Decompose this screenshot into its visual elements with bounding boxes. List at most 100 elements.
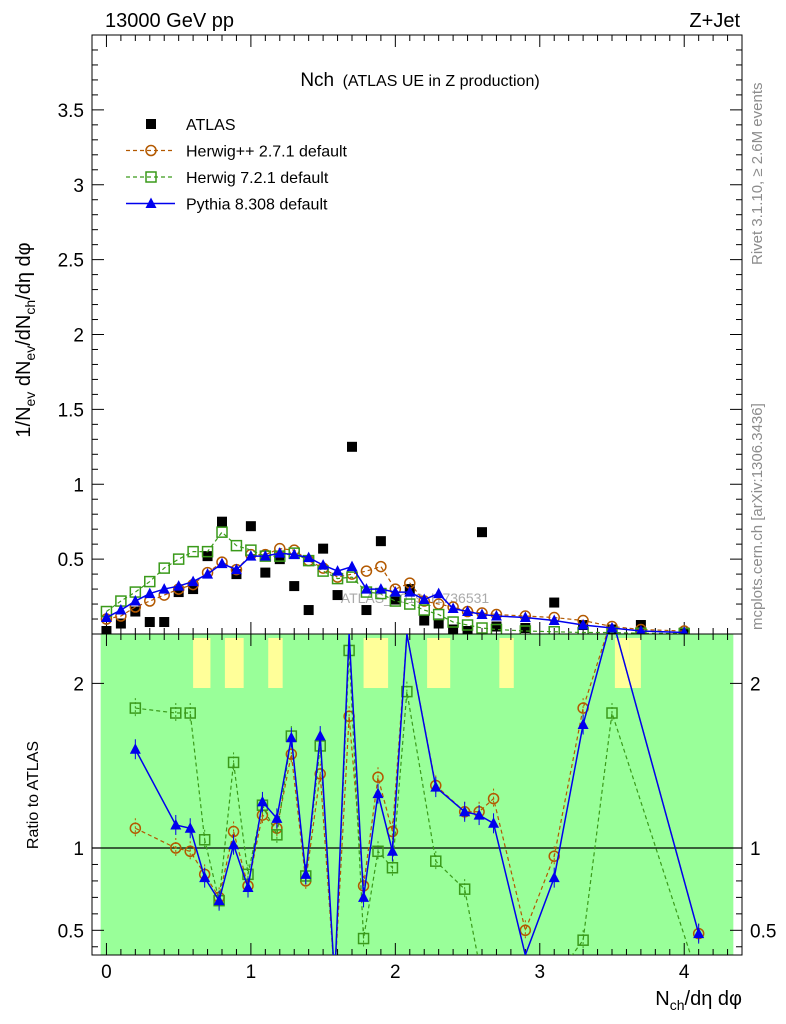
data-point <box>389 586 401 597</box>
data-point <box>418 604 430 616</box>
data-point <box>549 597 560 608</box>
data-point <box>433 618 444 629</box>
legend-entry: Pythia 8.308 default <box>186 197 328 214</box>
ratio-point <box>170 818 182 830</box>
data-point <box>346 560 358 572</box>
data-point <box>158 562 170 574</box>
ratio-point <box>271 812 283 823</box>
ratio-frame <box>91 633 743 956</box>
legend-entry: Herwig 7.2.1 default <box>186 170 329 187</box>
main-y-tick-label: 3.5 <box>58 101 84 122</box>
data-point <box>159 617 170 628</box>
ratio-point <box>271 829 283 841</box>
ratio-point <box>458 883 471 895</box>
data-point <box>201 545 214 558</box>
data-point <box>173 587 184 598</box>
legend-marker <box>145 144 157 157</box>
data-point <box>129 595 141 606</box>
data-point <box>606 622 618 633</box>
data-point <box>303 551 315 563</box>
ratio-point <box>129 743 141 754</box>
ratio-point <box>488 817 500 828</box>
data-point <box>375 560 387 573</box>
data-point <box>288 548 300 560</box>
ratio-point <box>170 707 182 719</box>
data-point <box>462 605 474 617</box>
ratio-point <box>473 809 485 820</box>
ratio-line <box>135 634 700 955</box>
data-point <box>274 554 285 565</box>
ratio-point <box>184 822 196 833</box>
data-point <box>158 583 170 594</box>
ratio-point <box>227 756 240 769</box>
ratio-point <box>129 822 142 834</box>
ratio-point <box>372 845 384 858</box>
data-point <box>332 590 343 601</box>
ratio-y-tick-label-right: 0.5 <box>750 921 776 942</box>
data-point <box>462 626 473 637</box>
ratio-point <box>184 845 196 858</box>
ratio-point <box>300 868 312 879</box>
ratio-point <box>256 795 268 807</box>
data-point <box>217 516 227 527</box>
ratio-point <box>357 932 370 945</box>
data-point <box>447 602 459 614</box>
data-point <box>187 545 199 558</box>
series-atlas <box>101 441 690 638</box>
data-point <box>419 615 430 626</box>
data-point <box>144 575 156 588</box>
data-point <box>100 611 112 623</box>
x-tick-label: 1 <box>246 962 257 983</box>
ratio-point <box>693 927 705 939</box>
ratio-point <box>519 924 532 937</box>
ratio-point <box>199 871 211 883</box>
ratio-point <box>401 685 413 698</box>
ratio-y-tick-label-right: 1 <box>750 839 761 860</box>
main-y-tick-label: 2 <box>73 326 84 347</box>
main-subtitle: (ATLAS UE in Z production) <box>343 73 540 90</box>
main-y-tick-label: 1.5 <box>58 400 84 421</box>
data-point <box>172 553 185 565</box>
main-y-tick-label: 0.5 <box>58 550 84 571</box>
data-point <box>548 614 560 626</box>
uncertainty-band-yellow <box>193 638 211 688</box>
data-point <box>476 622 488 634</box>
legend-marker <box>146 119 156 129</box>
data-point <box>173 580 185 591</box>
ratio-line <box>134 634 700 955</box>
main-y-tick-label: 1 <box>73 475 84 496</box>
legend-entry: ATLAS <box>186 117 236 134</box>
data-point <box>520 623 531 634</box>
data-point <box>274 547 286 558</box>
data-point <box>375 536 386 547</box>
data-point <box>519 611 531 623</box>
x-tick-label: 4 <box>679 962 690 983</box>
mcplots-label: mcplots.cern.ch [arXiv:1306.3436] <box>749 403 766 630</box>
data-point <box>418 593 430 605</box>
data-point <box>245 521 256 532</box>
data-point <box>375 583 387 594</box>
ratio-point <box>459 805 471 817</box>
ratio-point <box>487 792 500 805</box>
data-point <box>230 539 243 552</box>
ratio-point <box>358 891 370 902</box>
ratio-plot: 0.5 0.5 1 1 2 2 0 1 2 3 4 <box>58 633 776 983</box>
data-point <box>390 594 401 605</box>
data-point <box>260 567 271 578</box>
ratio-point <box>386 845 398 856</box>
data-point <box>577 619 589 630</box>
main-title-text: Nch <box>300 70 334 91</box>
ratio-point <box>170 842 182 854</box>
legend: ATLAS Herwig++ 2.7.1 default Herwig 7.2.1 … <box>126 117 348 214</box>
uncertainty-band-yellow <box>614 638 630 688</box>
uncertainty-band-yellow <box>499 638 514 688</box>
ratio-point <box>430 855 442 867</box>
ratio-point <box>430 781 442 792</box>
ratio-point <box>606 707 618 719</box>
data-point <box>360 565 373 577</box>
legend-marker <box>145 171 157 183</box>
series-pythia <box>100 547 690 638</box>
ratio-y-tick-label: 0.5 <box>58 921 84 942</box>
data-point <box>115 604 127 615</box>
